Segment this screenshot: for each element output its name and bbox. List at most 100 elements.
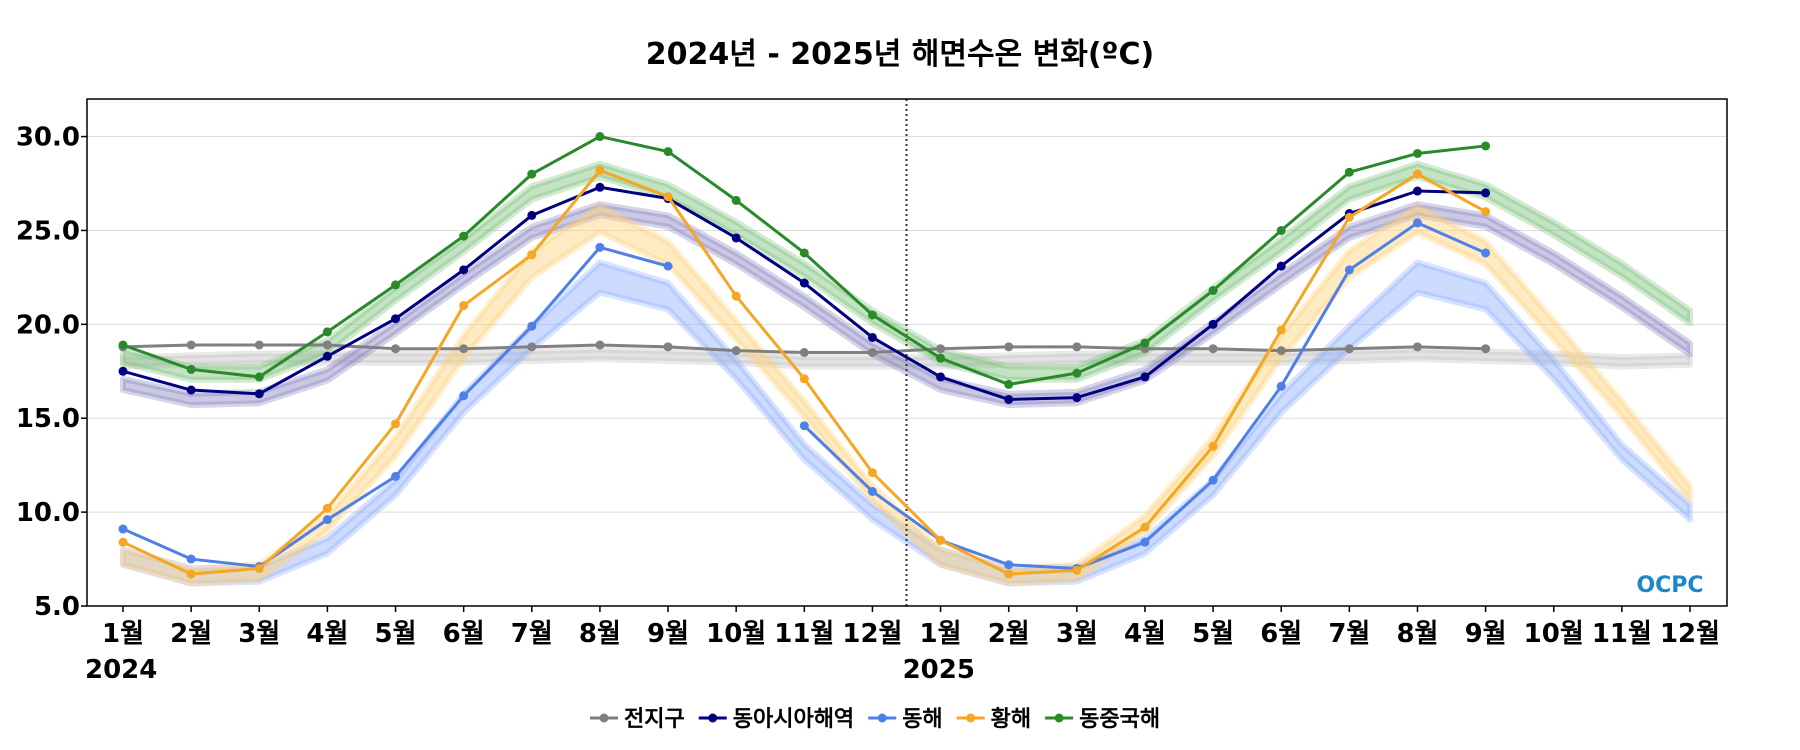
data-point (1412, 169, 1422, 179)
x-tick-label: 2월 (988, 619, 1030, 649)
data-point (1208, 475, 1218, 485)
data-point (936, 372, 946, 382)
legend-label: 전지구 (624, 707, 685, 732)
data-point (1481, 141, 1491, 151)
data-point (1208, 319, 1218, 329)
data-point (1344, 265, 1354, 275)
data-point (527, 250, 537, 260)
x-tick-label: 7월 (511, 619, 553, 649)
data-point (1072, 565, 1082, 575)
data-point (1208, 286, 1218, 296)
x-tick-label: 1월 (102, 619, 144, 649)
legend: 전지구 동아시아해역 동해 황해 동중국해 (590, 707, 1160, 732)
x-tick-label: 12월 (842, 619, 902, 649)
x-tick-label: 7월 (1328, 619, 1370, 649)
data-point (254, 563, 264, 573)
x-tick-label: 11월 (774, 619, 834, 649)
data-point (1004, 569, 1014, 579)
x-tick-label: 9월 (647, 619, 689, 649)
legend-swatch-marker (877, 713, 887, 723)
data-point (186, 385, 196, 395)
data-point (186, 364, 196, 374)
data-point (1481, 207, 1491, 217)
x-tick-label: 5월 (1192, 619, 1234, 649)
x-tick-label: 8월 (579, 619, 621, 649)
data-point (527, 342, 537, 352)
legend-swatch-marker (708, 713, 718, 723)
x-tick-label: 10월 (1524, 619, 1584, 649)
data-point (1276, 225, 1286, 235)
x-tick-label: 11월 (1592, 619, 1652, 649)
data-point (391, 471, 401, 481)
data-point (1344, 344, 1354, 354)
year-label: 2024 (85, 655, 157, 685)
data-point (322, 503, 332, 513)
data-point (1481, 188, 1491, 198)
y-tick-label: 20.0 (16, 310, 80, 340)
data-point (322, 327, 332, 337)
x-tick-label: 6월 (443, 619, 485, 649)
x-tick-label: 4월 (1124, 619, 1166, 649)
data-point (118, 537, 128, 547)
data-point (1004, 394, 1014, 404)
data-point (1276, 381, 1286, 391)
year-label: 2025 (903, 655, 975, 685)
data-point (391, 344, 401, 354)
data-point (1208, 344, 1218, 354)
data-point (595, 132, 605, 142)
data-point (1412, 148, 1422, 158)
data-point (1004, 342, 1014, 352)
data-point (459, 231, 469, 241)
legend-item: 동해 (868, 707, 943, 732)
data-point (867, 310, 877, 320)
data-point (595, 182, 605, 192)
data-point (799, 374, 809, 384)
data-point (1208, 441, 1218, 451)
y-axis-ticks: 5.0 10.0 15.0 20.0 25.0 30.0 (16, 123, 87, 622)
year-labels: 2024 2025 (85, 655, 975, 685)
data-point (1140, 537, 1150, 547)
data-point (595, 340, 605, 350)
data-point (391, 314, 401, 324)
logo-text: OCPC (1636, 573, 1703, 598)
data-point (527, 210, 537, 220)
data-point (663, 147, 673, 157)
data-point (118, 524, 128, 534)
data-point (1072, 393, 1082, 403)
legend-label: 동아시아해역 (733, 707, 854, 732)
data-point (254, 340, 264, 350)
data-point (663, 261, 673, 271)
climatology-band (120, 203, 1693, 587)
y-tick-label: 15.0 (16, 404, 80, 434)
data-point (1072, 368, 1082, 378)
x-tick-label: 8월 (1396, 619, 1438, 649)
data-point (1276, 325, 1286, 335)
data-point (322, 340, 332, 350)
data-point (595, 165, 605, 175)
series-동아시아해역 (118, 182, 1491, 404)
x-tick-label: 3월 (1056, 619, 1098, 649)
data-point (731, 291, 741, 301)
ocpc-logo: OCPC (1636, 573, 1703, 598)
data-point (118, 366, 128, 376)
x-tick-label: 10월 (706, 619, 766, 649)
data-point (1481, 248, 1491, 258)
data-point (595, 242, 605, 252)
x-tick-label: 12월 (1660, 619, 1720, 649)
data-point (731, 233, 741, 243)
data-point (799, 248, 809, 258)
y-tick-label: 5.0 (34, 592, 80, 622)
x-tick-label: 1월 (920, 619, 962, 649)
x-axis-ticks: 1월 2월 3월 4월 5월 6월 7월 8월 9월 10월 11월 12월 1월 2월 3월 4월 5월 6월 7… (102, 606, 1720, 649)
series-lines (118, 132, 1491, 579)
x-tick-label: 6월 (1260, 619, 1302, 649)
data-point (186, 569, 196, 579)
data-point (936, 353, 946, 363)
x-tick-label: 4월 (306, 619, 348, 649)
series-황해 (118, 165, 1491, 579)
data-point (799, 348, 809, 357)
data-point (1481, 344, 1491, 354)
data-point (118, 340, 128, 350)
data-point (867, 348, 877, 357)
series-동해 (118, 218, 1491, 573)
